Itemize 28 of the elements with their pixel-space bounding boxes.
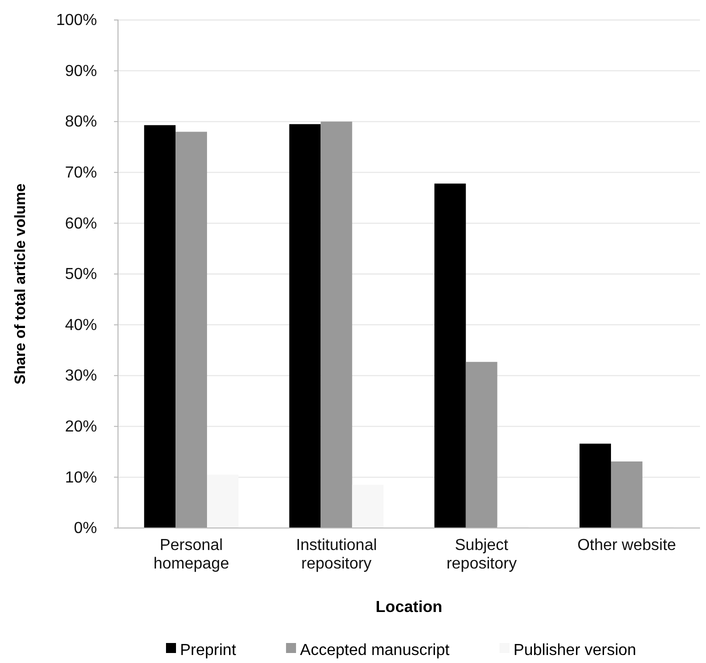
bar [176, 132, 208, 528]
bar [580, 444, 611, 528]
y-tick-label: 10% [64, 469, 97, 486]
x-tick-label: Institutional repository [296, 537, 377, 573]
bar [144, 125, 176, 528]
bar [610, 461, 642, 528]
legend-label: Accepted manuscript [300, 642, 450, 659]
x-axis-title: Location [376, 599, 442, 616]
legend-label: Preprint [180, 642, 237, 659]
bar [289, 124, 321, 528]
bar [320, 122, 352, 528]
y-tick-label: 30% [64, 368, 97, 385]
x-tick-label: Other website [577, 537, 676, 554]
y-tick-label: 20% [64, 418, 97, 436]
x-tick-label: Personal homepage [153, 537, 230, 573]
y-tick-label: 70% [64, 164, 97, 182]
y-tick-label: 0% [74, 520, 97, 538]
y-tick-label: 90% [64, 62, 97, 80]
bar [466, 362, 498, 528]
y-tick-label: 40% [64, 316, 97, 334]
y-axis-title: Share of total article volume [12, 184, 29, 384]
y-tick-label: 100% [56, 12, 97, 30]
y-tick-label: 80% [64, 114, 97, 131]
y-tick-label: 50% [64, 266, 97, 284]
y-tick-label: 60% [64, 215, 97, 232]
x-tick-label: Subject repository [446, 537, 517, 573]
legend-label: Publisher version [513, 642, 636, 659]
bar [434, 184, 466, 528]
